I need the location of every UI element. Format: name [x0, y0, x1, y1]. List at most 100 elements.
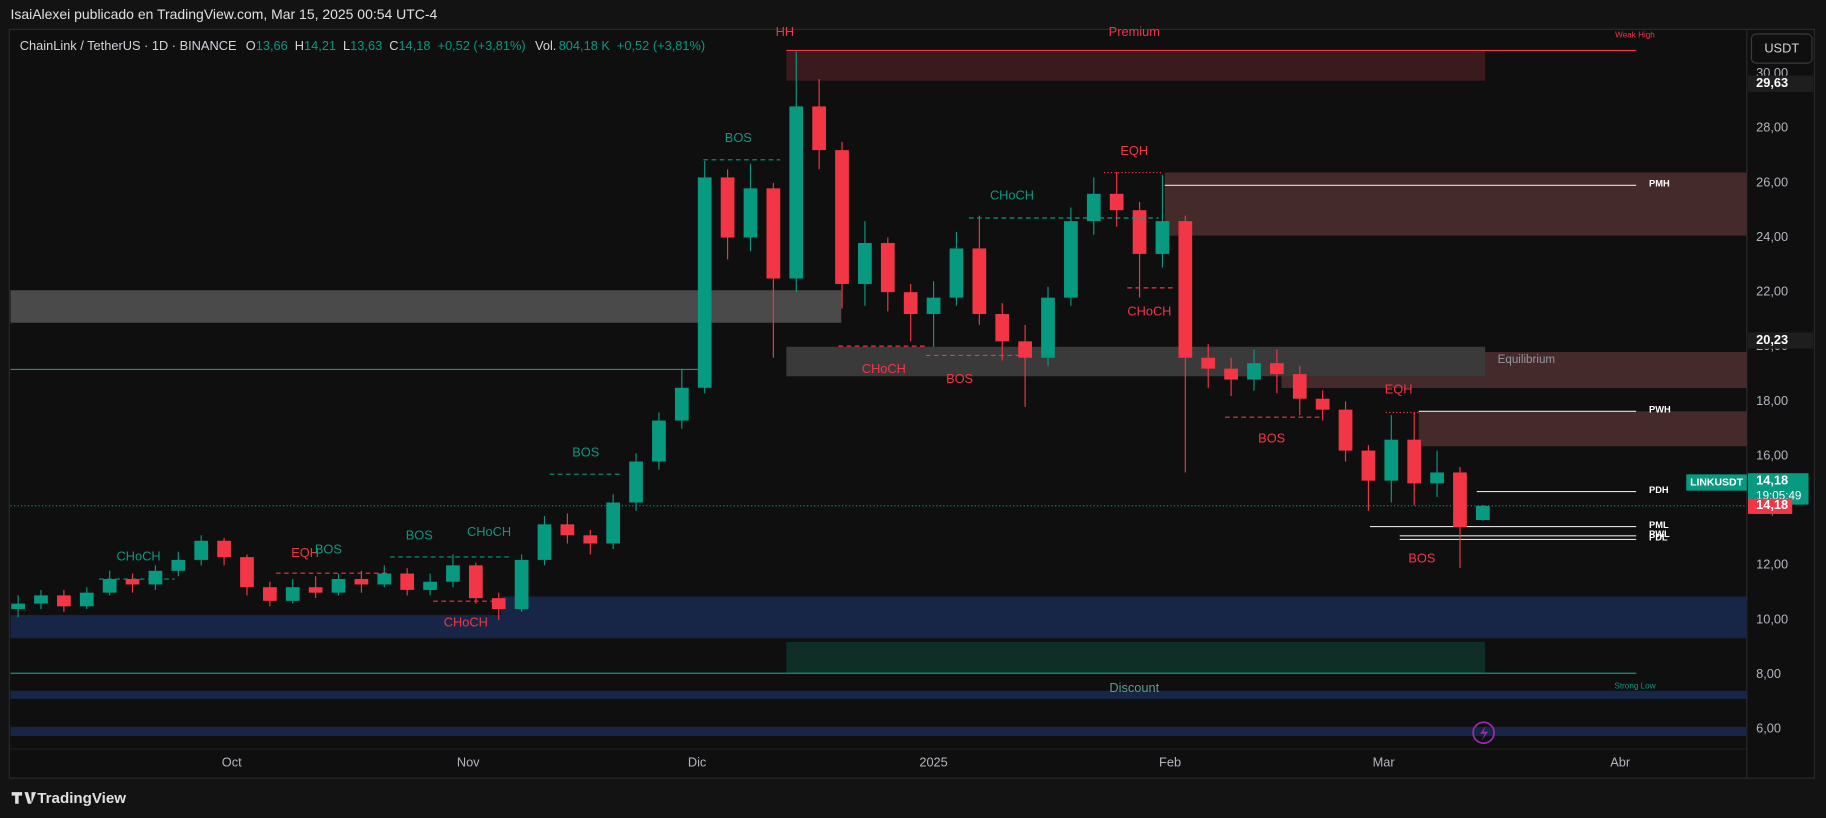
- y-tick-label: 18,00: [1756, 393, 1788, 408]
- last-price-label: 14,18: [1756, 473, 1788, 488]
- candle-body: [1109, 193, 1124, 211]
- legend-value: 14,18: [398, 38, 430, 53]
- structure-label: CHoCH: [862, 361, 906, 376]
- candle-body: [835, 150, 849, 284]
- zone: [10, 726, 1747, 737]
- price-tag: [1747, 75, 1814, 92]
- legend-value: 13,63: [350, 38, 382, 53]
- x-tick-label: Nov: [457, 754, 480, 769]
- candle-body: [514, 559, 529, 610]
- candle-body: [79, 592, 94, 607]
- currency-button[interactable]: [1750, 33, 1813, 64]
- legend-value: 13,66: [256, 38, 288, 53]
- candle-body: [1086, 193, 1101, 222]
- level-label: PWH: [1649, 405, 1671, 415]
- candle-body: [468, 565, 483, 599]
- candle-body: [583, 535, 598, 544]
- structure-label: CHoCH: [467, 524, 511, 539]
- candle-body: [1361, 450, 1376, 481]
- candle-body: [560, 524, 575, 536]
- zone: [786, 50, 1486, 81]
- zone: [1164, 172, 1747, 236]
- structure-label: EQH: [291, 545, 319, 560]
- candle-body: [1453, 472, 1467, 528]
- price-tag-label: 20,23: [1756, 332, 1788, 347]
- level-label: PDL: [1649, 533, 1668, 543]
- y-tick-label: 22,00: [1756, 284, 1788, 299]
- candle-body: [1270, 363, 1284, 375]
- legend-key: L: [343, 38, 350, 53]
- candle-body: [217, 540, 231, 558]
- y-tick-label: 12,00: [1756, 557, 1788, 572]
- legend: ChainLink / TetherUS · 1D · BINANCE O13,6…: [20, 38, 705, 53]
- structure-label: BOS: [1258, 431, 1285, 446]
- candle-body: [102, 579, 117, 593]
- alert-icon-bolt: [1480, 725, 1489, 741]
- zone: [501, 596, 1747, 618]
- legend-value: 804,18 K: [559, 38, 611, 53]
- candle-body: [377, 573, 392, 585]
- zone: [10, 690, 1747, 699]
- candle-body: [308, 587, 323, 593]
- candle-body: [674, 387, 689, 421]
- candle-body: [537, 524, 552, 560]
- candle-body: [926, 297, 941, 315]
- candle-body: [1064, 221, 1078, 298]
- legend-key: C: [389, 38, 398, 53]
- candle-body: [720, 177, 735, 238]
- candle-body: [652, 420, 666, 462]
- zone: [10, 615, 1747, 639]
- candle-body: [1178, 221, 1193, 358]
- candle-body: [1338, 409, 1353, 451]
- alert-icon[interactable]: [1472, 721, 1495, 745]
- x-tick-label: Feb: [1159, 754, 1181, 769]
- candle-body: [491, 598, 506, 610]
- legend-key: Vol.: [535, 38, 556, 53]
- structure-label: BOS: [725, 130, 752, 145]
- candle-body: [446, 565, 460, 582]
- level-label: PWL: [1649, 529, 1670, 539]
- y-tick-label: 26,00: [1756, 174, 1788, 189]
- structure-label: BOS: [315, 541, 342, 556]
- structure-label: BOS: [406, 527, 433, 542]
- candle-body: [606, 502, 621, 544]
- legend-key: O: [246, 38, 256, 53]
- candle-body: [1384, 439, 1399, 481]
- y-tick-label: 6,00: [1756, 721, 1781, 736]
- legend-change: +0,52 (+3,81%): [437, 38, 525, 53]
- y-tick-label: 16,00: [1756, 447, 1788, 462]
- symbol-tag-label: LINKUSDT: [1690, 477, 1744, 488]
- structure-label: BOS: [946, 371, 973, 386]
- candle-body: [57, 595, 71, 607]
- close-tag-label: 14,18: [1756, 497, 1788, 512]
- structure-label: EQH: [1385, 382, 1413, 397]
- candle-body: [972, 248, 987, 315]
- structure-label: CHoCH: [1127, 304, 1171, 319]
- candle-body: [1430, 472, 1444, 484]
- plot: [10, 49, 1747, 737]
- candle-body: [789, 106, 804, 279]
- x-tick-label: Mar: [1373, 754, 1396, 769]
- y-tick-label: 8,00: [1756, 666, 1781, 681]
- price-tag: [1747, 332, 1814, 349]
- x-tick-label: 2025: [919, 754, 947, 769]
- candle-body: [1018, 341, 1032, 358]
- symbol-tag: [1686, 474, 1747, 491]
- zone: [786, 641, 1486, 674]
- y-tick-label: 28,00: [1756, 120, 1788, 135]
- candle-body: [331, 579, 346, 593]
- x-tick-label: Dic: [688, 754, 707, 769]
- y-tick-label: 24,00: [1756, 229, 1788, 244]
- candle-body: [148, 570, 163, 585]
- candle-body: [400, 573, 415, 590]
- candle-body: [1315, 398, 1330, 410]
- level-label: PDH: [1649, 485, 1669, 495]
- structure-label: HH: [776, 24, 794, 39]
- candle-body: [812, 106, 827, 151]
- legend-key: H: [295, 38, 304, 53]
- candle-body: [697, 177, 712, 388]
- candle-body: [1201, 357, 1216, 369]
- close-tag: [1747, 498, 1793, 514]
- candle-body: [743, 188, 758, 238]
